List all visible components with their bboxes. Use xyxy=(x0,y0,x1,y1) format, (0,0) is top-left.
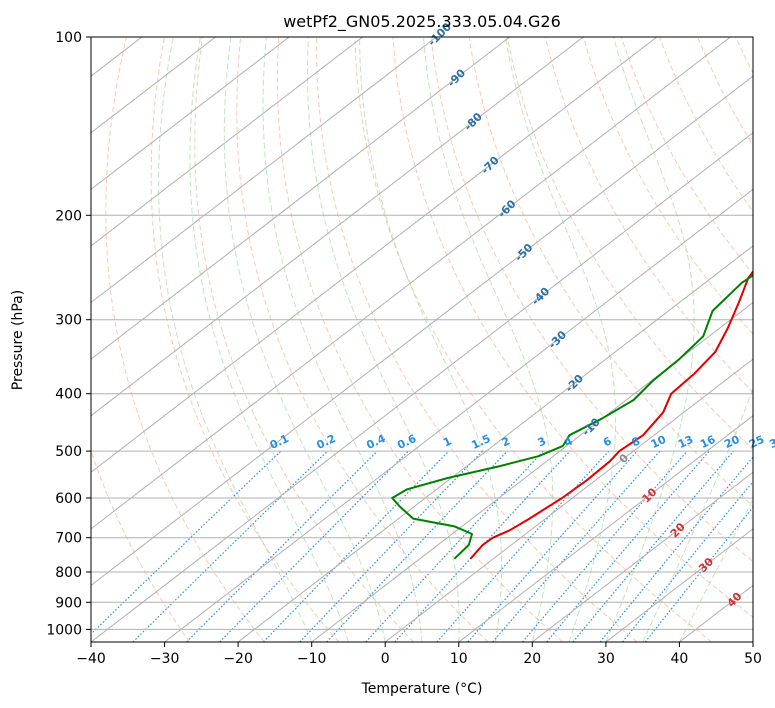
dry-adiabat-line xyxy=(468,37,753,507)
isotherm-line xyxy=(384,358,753,642)
y-tick-label: 300 xyxy=(55,313,82,329)
mixing-ratio-line xyxy=(299,450,483,642)
x-tick-label: 0 xyxy=(381,651,390,667)
isotherm-line xyxy=(164,188,753,642)
moist-adiabat-line xyxy=(359,37,502,642)
dry-adiabat-line xyxy=(544,37,753,394)
dry-adiabat-line xyxy=(150,37,340,642)
y-tick-label: 100 xyxy=(55,30,82,46)
mixing-ratio-line xyxy=(467,450,638,642)
profile-series xyxy=(391,270,753,560)
mixing-ratio-line xyxy=(522,450,688,642)
moist-adiabat-line xyxy=(678,498,753,642)
chart-title: wetPf2_GN05.2025.333.05.04.G26 xyxy=(283,12,561,32)
x-tick-label: 50 xyxy=(744,651,762,667)
dry-adiabat-line xyxy=(430,37,753,563)
temperature-profile-line xyxy=(469,270,753,560)
dry-adiabat-line xyxy=(105,37,265,642)
mixing-ratio-line xyxy=(546,450,710,642)
isotherm-line xyxy=(91,75,753,587)
x-tick-label: −30 xyxy=(150,651,180,667)
mixing-ratio-label: 30 xyxy=(767,433,775,451)
grid-lines xyxy=(91,37,753,642)
y-axis: 1000 900 800 700 600 500 400 300 200 100 xyxy=(46,30,91,638)
mixing-ratio-line xyxy=(219,450,409,642)
isotherm-line xyxy=(311,301,753,642)
y-tick-label: 1000 xyxy=(46,622,82,638)
y-axis-label: Pressure (hPa) xyxy=(10,290,26,390)
dry-adiabat-line xyxy=(236,37,489,642)
isotherm-line xyxy=(752,641,753,642)
y-tick-label: 800 xyxy=(55,565,82,581)
y-tick-label: 900 xyxy=(55,595,82,611)
moist-adiabat-line xyxy=(189,37,349,642)
dewpoint-profile-line xyxy=(391,274,753,560)
x-tick-label: 30 xyxy=(597,651,615,667)
moist-adiabat-line xyxy=(306,37,460,642)
dry-adiabat-line xyxy=(91,449,191,642)
isotherm-line xyxy=(91,132,753,642)
mixing-ratio-line xyxy=(91,450,282,635)
isotherm-line xyxy=(91,37,290,191)
x-tick-label: 20 xyxy=(523,651,541,667)
x-tick-label: −20 xyxy=(223,651,253,667)
mixing-ratio-line xyxy=(326,450,508,642)
x-axis: −40 −30 −20 −10 0 10 20 30 40 50 xyxy=(76,642,762,667)
moist-adiabat-line xyxy=(423,37,554,642)
dry-adiabat-line xyxy=(392,37,753,618)
mixing-ratio-label: 20 xyxy=(722,433,742,451)
mixing-ratio-label: 16 xyxy=(698,433,718,451)
isotherm-line xyxy=(458,415,753,642)
isotherm-line xyxy=(91,37,437,304)
isotherm-line xyxy=(91,37,731,530)
isotherm-line xyxy=(605,528,753,642)
x-axis-label: Temperature (°C) xyxy=(361,681,483,697)
moist-adiabat-line xyxy=(642,386,753,642)
moist-adiabat-line xyxy=(505,37,617,642)
isotherm-line xyxy=(531,471,753,642)
moist-adiabat-line xyxy=(223,37,386,642)
mixing-ratio-label: 10 xyxy=(649,433,669,451)
dry-adiabat-line xyxy=(316,37,638,642)
x-tick-label: 40 xyxy=(670,651,688,667)
mixing-ratio-label: 13 xyxy=(676,433,695,451)
mixing-ratio-label: 25 xyxy=(747,433,766,451)
mixing-ratio-line xyxy=(365,450,544,642)
isotherm-line xyxy=(91,37,511,360)
plot-frame xyxy=(90,36,754,643)
isotherm-line xyxy=(237,245,753,642)
x-tick-label: −10 xyxy=(297,651,327,667)
x-tick-label: 10 xyxy=(450,651,468,667)
moist-adiabat-line xyxy=(605,37,695,642)
mixing-ratio-line xyxy=(622,480,753,642)
y-tick-label: 200 xyxy=(55,208,82,224)
y-tick-label: 600 xyxy=(55,491,82,507)
isotherm-line xyxy=(91,37,363,247)
y-tick-label: 400 xyxy=(55,387,82,403)
moist-adiabat-line xyxy=(262,37,423,642)
isotherm-line xyxy=(91,37,658,473)
y-tick-label: 500 xyxy=(55,444,82,460)
x-tick-label: −40 xyxy=(76,651,106,667)
mixing-ratio-line xyxy=(263,450,450,642)
isotherm-line xyxy=(91,37,584,417)
y-tick-label: 700 xyxy=(55,531,82,547)
plot-background xyxy=(91,37,753,642)
